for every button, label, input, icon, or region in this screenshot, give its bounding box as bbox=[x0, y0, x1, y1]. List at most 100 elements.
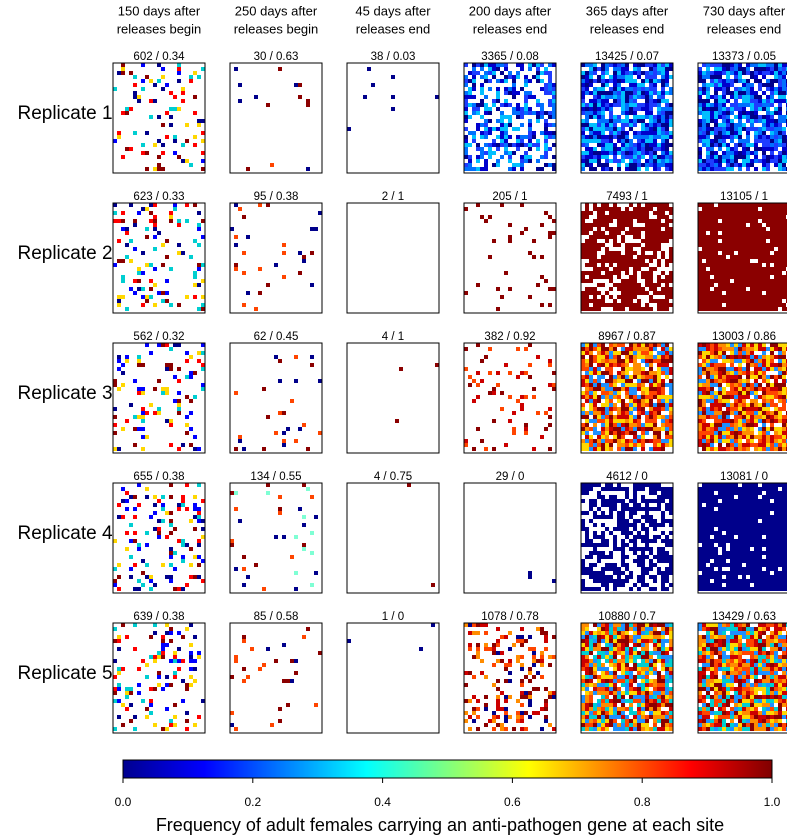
cell bbox=[609, 79, 613, 83]
cell bbox=[597, 119, 601, 123]
cell bbox=[617, 407, 621, 411]
cell bbox=[609, 271, 613, 275]
cell bbox=[121, 275, 125, 279]
cell bbox=[762, 235, 766, 239]
cell bbox=[613, 403, 617, 407]
cell bbox=[637, 435, 641, 439]
cell bbox=[750, 483, 754, 487]
cell bbox=[698, 407, 702, 411]
cell bbox=[613, 283, 617, 287]
cell bbox=[589, 367, 593, 371]
cell bbox=[145, 263, 149, 267]
cell bbox=[698, 307, 702, 311]
cell bbox=[710, 271, 714, 275]
cell bbox=[734, 227, 738, 231]
cell bbox=[581, 271, 585, 275]
cell bbox=[770, 447, 774, 451]
cell bbox=[246, 235, 250, 239]
cell bbox=[718, 271, 722, 275]
cell bbox=[645, 343, 649, 347]
cell bbox=[734, 415, 738, 419]
cell bbox=[197, 515, 201, 519]
cell bbox=[698, 355, 702, 359]
cell bbox=[706, 495, 710, 499]
cell bbox=[637, 115, 641, 119]
cell bbox=[669, 407, 673, 411]
cell bbox=[702, 135, 706, 139]
cell bbox=[613, 535, 617, 539]
cell bbox=[657, 387, 661, 391]
cell bbox=[669, 351, 673, 355]
cell bbox=[177, 399, 181, 403]
cell bbox=[593, 563, 597, 567]
cell bbox=[726, 223, 730, 227]
cell bbox=[601, 443, 605, 447]
cell bbox=[730, 231, 734, 235]
panel-label: 655 / 0.38 bbox=[133, 471, 184, 483]
cell bbox=[754, 255, 758, 259]
cell bbox=[718, 559, 722, 563]
cell bbox=[625, 519, 629, 523]
cell bbox=[730, 363, 734, 367]
cell bbox=[310, 531, 314, 535]
cell bbox=[641, 395, 645, 399]
cell bbox=[742, 255, 746, 259]
cell bbox=[581, 219, 585, 223]
cell bbox=[734, 147, 738, 151]
cell bbox=[302, 547, 306, 551]
cell bbox=[762, 407, 766, 411]
cell bbox=[661, 147, 665, 151]
cell bbox=[149, 211, 153, 215]
cell bbox=[762, 211, 766, 215]
column-header: releases begin bbox=[234, 21, 319, 36]
cell bbox=[750, 143, 754, 147]
cell bbox=[698, 539, 702, 543]
cell bbox=[758, 427, 762, 431]
cell bbox=[722, 299, 726, 303]
cell bbox=[593, 415, 597, 419]
cell bbox=[649, 351, 653, 355]
cell bbox=[726, 203, 730, 207]
cell bbox=[754, 167, 758, 171]
cell bbox=[702, 163, 706, 167]
cell bbox=[121, 63, 125, 67]
cell bbox=[492, 127, 496, 131]
cell bbox=[665, 151, 669, 155]
cell bbox=[722, 371, 726, 375]
cell bbox=[782, 355, 786, 359]
cell bbox=[117, 359, 121, 363]
cell bbox=[629, 279, 633, 283]
cell bbox=[718, 139, 722, 143]
cell bbox=[734, 347, 738, 351]
cell bbox=[762, 139, 766, 143]
cell bbox=[621, 139, 625, 143]
cell bbox=[649, 239, 653, 243]
cell bbox=[754, 387, 758, 391]
cell bbox=[722, 227, 726, 231]
cell bbox=[581, 91, 585, 95]
cell bbox=[661, 555, 665, 559]
cell bbox=[181, 559, 185, 563]
cell bbox=[629, 231, 633, 235]
cell bbox=[742, 519, 746, 523]
cell bbox=[613, 347, 617, 351]
cell bbox=[750, 527, 754, 531]
cell bbox=[758, 439, 762, 443]
cell bbox=[548, 103, 552, 107]
cell bbox=[766, 443, 770, 447]
cell bbox=[722, 491, 726, 495]
cell bbox=[738, 559, 742, 563]
cell bbox=[129, 71, 133, 75]
cell bbox=[657, 235, 661, 239]
cell bbox=[197, 539, 201, 543]
cell bbox=[641, 355, 645, 359]
cell bbox=[617, 519, 621, 523]
cell bbox=[774, 251, 778, 255]
cell bbox=[762, 283, 766, 287]
cell bbox=[548, 147, 552, 151]
cell bbox=[141, 415, 145, 419]
cell bbox=[714, 287, 718, 291]
cell bbox=[742, 527, 746, 531]
cell bbox=[476, 143, 480, 147]
cell bbox=[593, 155, 597, 159]
